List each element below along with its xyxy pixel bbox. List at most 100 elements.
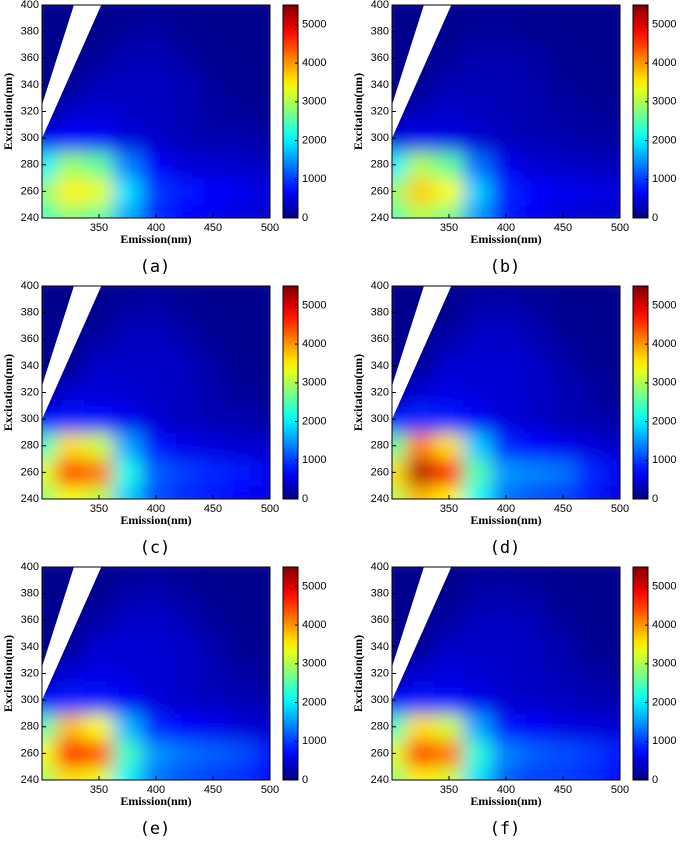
intensity-cell [576, 431, 607, 460]
intensity-cell [605, 352, 620, 380]
y-tick-label: 380 [371, 588, 389, 600]
colorbar-tick-label: 0 [652, 212, 658, 224]
intensity-cell [548, 124, 578, 152]
intensity-cell [112, 71, 143, 99]
intensity-cell [42, 606, 57, 635]
intensity-cell [548, 325, 578, 354]
scatter-band [42, 5, 102, 139]
y-tick-label: 320 [371, 386, 389, 398]
x-tick-label: 450 [204, 503, 222, 515]
intensity-cell [198, 204, 228, 218]
intensity-cell [84, 606, 114, 635]
intensity-cell [548, 71, 578, 99]
intensity-cell [491, 579, 521, 608]
x-tick-label: 450 [554, 784, 572, 796]
intensity-cell [169, 298, 200, 327]
intensity-cell [255, 378, 270, 407]
colorbar [632, 285, 649, 500]
intensity-cell [576, 17, 607, 46]
intensity-cell [491, 97, 521, 126]
intensity-cell [141, 204, 171, 218]
intensity-cell [548, 405, 578, 433]
intensity-cell [42, 286, 57, 300]
intensity-cell [434, 405, 464, 433]
intensity-cell [42, 567, 57, 581]
intensity-cell [434, 686, 464, 714]
panel: 350 400 450 500240260280300320340360380400E… [351, 280, 677, 558]
x-tick-label: 400 [497, 503, 515, 515]
intensity-cell [434, 177, 464, 206]
y-tick-label: 280 [371, 721, 389, 733]
y-axis-label: Excitation(nm) [1, 73, 15, 150]
x-tick-label: 350 [440, 222, 458, 234]
intensity-cell [519, 579, 550, 608]
y-tick-label: 260 [21, 466, 39, 478]
plot-area [392, 567, 620, 780]
intensity-cell [169, 686, 200, 714]
intensity-cell [198, 150, 228, 179]
intensity-cell [255, 458, 270, 487]
intensity-cell [405, 150, 436, 179]
intensity-cell [55, 766, 86, 780]
intensity-cell [226, 712, 257, 741]
intensity-cell [169, 659, 200, 688]
intensity-cell [392, 766, 407, 780]
caption: (e) [140, 819, 171, 839]
intensity-cell [405, 124, 436, 152]
intensity-cell [84, 659, 114, 688]
intensity-cell [548, 378, 578, 407]
y-tick-label: 320 [21, 667, 39, 679]
intensity-cell [226, 352, 257, 380]
y-tick-label: 300 [371, 413, 389, 425]
intensity-cell [84, 633, 114, 661]
y-tick-label: 260 [371, 466, 389, 478]
intensity-cell [405, 458, 436, 487]
colorbar-tick-label: 4000 [302, 338, 326, 350]
intensity-cell [605, 766, 620, 780]
intensity-cell [519, 286, 550, 300]
intensity-cell [169, 567, 200, 581]
intensity-cell [226, 204, 257, 218]
intensity-field [42, 286, 270, 499]
intensity-cell [141, 485, 171, 499]
intensity-cell [84, 124, 114, 152]
panel: 350 400 450 500240260280300320340360380400E… [1, 0, 327, 277]
x-tick-label: 400 [497, 222, 515, 234]
intensity-cell [84, 177, 114, 206]
intensity-cell [576, 150, 607, 179]
intensity-cell [548, 431, 578, 460]
intensity-cell [84, 44, 114, 73]
intensity-cell [434, 97, 464, 126]
y-tick-label: 360 [21, 333, 39, 345]
intensity-cell [42, 686, 57, 714]
y-tick-label: 360 [371, 52, 389, 64]
y-tick-label: 280 [371, 159, 389, 171]
colorbar-tick-label: 2000 [652, 415, 676, 427]
intensity-cell [548, 5, 578, 19]
y-tick-label: 240 [21, 774, 39, 786]
colorbar-tick-label: 5000 [652, 580, 676, 592]
colorbar-tick-label: 4000 [302, 57, 326, 69]
y-tick-label: 300 [371, 694, 389, 706]
colorbar-tick-label: 5000 [302, 18, 326, 30]
intensity-cell [462, 71, 493, 99]
intensity-cell [169, 606, 200, 635]
intensity-cell [519, 325, 550, 354]
intensity-cell [169, 71, 200, 99]
intensity-cell [255, 686, 270, 714]
intensity-cell [198, 579, 228, 608]
intensity-cell [605, 325, 620, 354]
y-tick-label: 360 [21, 52, 39, 64]
panel: 350 400 450 500240260280300320340360380400E… [351, 0, 677, 277]
caption: (f) [490, 819, 521, 839]
intensity-cell [198, 766, 228, 780]
intensity-cell [605, 71, 620, 99]
intensity-cell [169, 124, 200, 152]
colorbar-tick-label: 3000 [652, 96, 676, 108]
intensity-cell [169, 17, 200, 46]
intensity-cell [55, 458, 86, 487]
x-axis-label: Emission(nm) [470, 794, 541, 808]
colorbar-tick-label: 1000 [652, 454, 676, 466]
intensity-cell [84, 150, 114, 179]
y-tick-label: 280 [21, 159, 39, 171]
